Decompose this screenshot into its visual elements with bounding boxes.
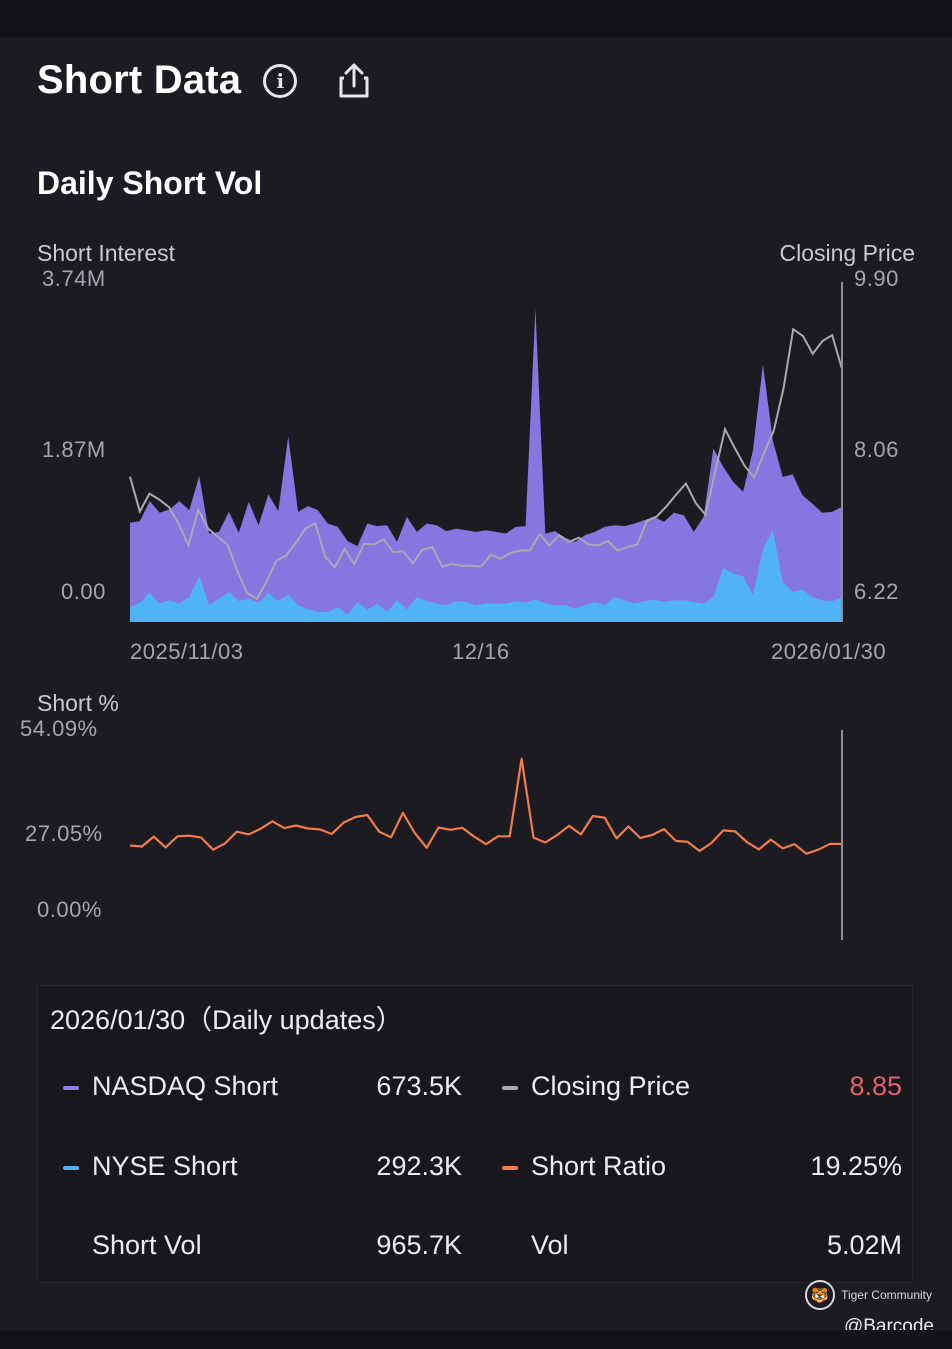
card-header: Short Data i (37, 58, 371, 103)
closing-price-value: 8.85 (849, 1071, 902, 1101)
short-ratio-label: Short Ratio (531, 1151, 667, 1181)
x-tick: 2025/11/03 (130, 639, 244, 664)
share-icon[interactable] (337, 62, 371, 100)
info-icon[interactable]: i (263, 63, 298, 98)
nyse-short-area (130, 530, 842, 622)
closing-price-line (129, 327, 843, 601)
legend-panel: 2026/01/30（Daily updates） NASDAQ Short 6… (37, 985, 913, 1283)
closing-price-swatch (502, 1086, 518, 1090)
short-pct-plot (129, 730, 843, 940)
vol-label: Vol (531, 1230, 569, 1260)
short-interest-axis-title: Short Interest (37, 240, 176, 266)
left-tick: 3.74M (42, 266, 106, 291)
nyse-short-label: NYSE Short (92, 1151, 238, 1181)
short-pct-tick: 27.05% (25, 821, 103, 846)
nasdaq-short-value: 673.5K (376, 1071, 462, 1101)
left-tick: 0.00 (61, 579, 106, 604)
nyse-short-value: 292.3K (376, 1151, 462, 1181)
daily-short-vol-plot (129, 282, 843, 622)
short-ratio-swatch (502, 1166, 518, 1170)
x-tick: 2026/01/30 (771, 639, 887, 664)
page-title: Short Data (37, 58, 242, 102)
vol-value: 5.02M (826, 1230, 902, 1260)
bottom-strip (0, 1330, 952, 1349)
short-vol-label: Short Vol (92, 1230, 202, 1260)
tiger-logo-icon: 🐯 (805, 1280, 836, 1310)
right-tick: 6.22 (854, 579, 899, 604)
right-tick: 9.90 (854, 266, 899, 291)
short-pct-tick: 0.00% (37, 897, 102, 922)
short-ratio-line (129, 757, 843, 855)
watermark-brand: Tiger Community (841, 1288, 932, 1302)
section-title: Daily Short Vol (37, 165, 263, 201)
closing-price-axis-title: Closing Price (779, 240, 916, 266)
x-tick: 12/16 (452, 639, 510, 664)
nyse-swatch (63, 1166, 79, 1170)
short-ratio-value: 19.25% (810, 1151, 902, 1181)
legend-date: 2026/01/30（Daily updates） (50, 1005, 403, 1035)
short-pct-tick: 54.09% (20, 716, 98, 741)
right-tick: 8.06 (854, 437, 899, 462)
short-vol-value: 965.7K (376, 1230, 462, 1260)
closing-price-label: Closing Price (531, 1071, 691, 1101)
nasdaq-short-area (130, 308, 842, 622)
watermark: 🐯 Tiger Community (805, 1280, 932, 1310)
short-data-charts[interactable] (0, 0, 952, 960)
short-pct-axis-title: Short % (37, 690, 119, 716)
top-bar (0, 0, 952, 38)
nasdaq-short-label: NASDAQ Short (92, 1071, 279, 1101)
left-tick: 1.87M (42, 437, 106, 462)
nasdaq-swatch (63, 1086, 79, 1090)
